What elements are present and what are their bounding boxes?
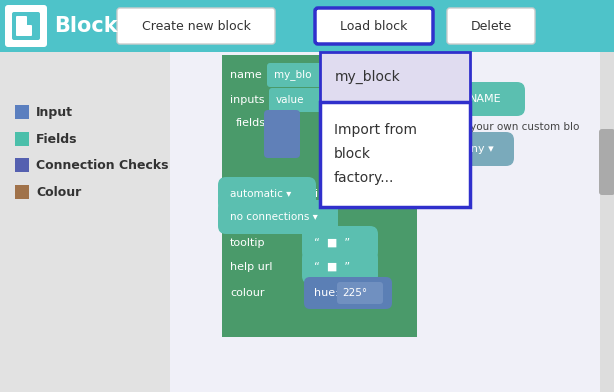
FancyBboxPatch shape	[302, 226, 378, 260]
Text: Import from: Import from	[334, 123, 417, 137]
Text: inputs: inputs	[230, 95, 265, 105]
FancyBboxPatch shape	[218, 200, 338, 234]
Text: “  ■  ”: “ ■ ”	[314, 238, 350, 248]
Text: NAME: NAME	[469, 94, 502, 104]
FancyBboxPatch shape	[447, 8, 535, 44]
Bar	[0, 52, 170, 392]
Text: Create new block: Create new block	[142, 20, 251, 33]
FancyBboxPatch shape	[337, 282, 383, 304]
Text: inputs: inputs	[315, 189, 349, 199]
Text: Fields: Fields	[36, 132, 77, 145]
Text: tooltip: tooltip	[230, 238, 265, 248]
Text: Load block: Load block	[340, 20, 408, 33]
Text: hue:: hue:	[314, 288, 339, 298]
Text: value: value	[276, 95, 305, 105]
Bar	[15, 105, 29, 119]
Text: name: name	[230, 70, 262, 80]
FancyBboxPatch shape	[117, 8, 275, 44]
Bar	[320, 102, 470, 207]
Text: factory...: factory...	[334, 171, 394, 185]
Text: help url: help url	[230, 262, 273, 272]
Bar	[320, 52, 470, 102]
FancyBboxPatch shape	[315, 8, 433, 44]
FancyBboxPatch shape	[304, 277, 392, 309]
Text: Colour: Colour	[36, 185, 81, 198]
FancyBboxPatch shape	[5, 5, 47, 47]
Text: Delete: Delete	[470, 20, 511, 33]
FancyBboxPatch shape	[457, 82, 525, 116]
FancyBboxPatch shape	[267, 63, 329, 87]
Text: 225°: 225°	[342, 288, 367, 298]
Text: my_block: my_block	[335, 70, 401, 84]
Text: “  ■  ”: “ ■ ”	[314, 262, 350, 272]
Text: fields: fields	[236, 118, 266, 128]
Text: ate your own custom blo: ate your own custom blo	[450, 122, 580, 132]
FancyBboxPatch shape	[218, 177, 316, 211]
Bar	[0, 0, 614, 52]
Bar	[15, 185, 29, 199]
FancyBboxPatch shape	[264, 110, 300, 158]
Text: no connections ▾: no connections ▾	[230, 212, 318, 222]
Text: ,: ,	[458, 93, 462, 105]
FancyBboxPatch shape	[21, 25, 32, 36]
Text: colour: colour	[230, 288, 265, 298]
Bar	[170, 52, 600, 392]
FancyBboxPatch shape	[269, 88, 323, 112]
Bar	[15, 158, 29, 172]
Bar	[600, 52, 614, 392]
FancyBboxPatch shape	[302, 250, 378, 284]
Text: my_blo: my_blo	[274, 69, 311, 80]
FancyBboxPatch shape	[452, 132, 514, 166]
FancyBboxPatch shape	[16, 16, 27, 36]
Text: Input: Input	[36, 105, 73, 118]
FancyBboxPatch shape	[12, 12, 40, 40]
Text: automatic ▾: automatic ▾	[230, 189, 292, 199]
FancyBboxPatch shape	[599, 129, 614, 195]
Text: Blockly: Blockly	[54, 16, 138, 36]
Bar	[15, 132, 29, 146]
Bar	[222, 55, 417, 337]
Text: block: block	[334, 147, 371, 161]
Text: ✓: ✓	[449, 93, 459, 105]
Text: any ▾: any ▾	[464, 144, 494, 154]
Text: Connection Checks: Connection Checks	[36, 158, 168, 172]
